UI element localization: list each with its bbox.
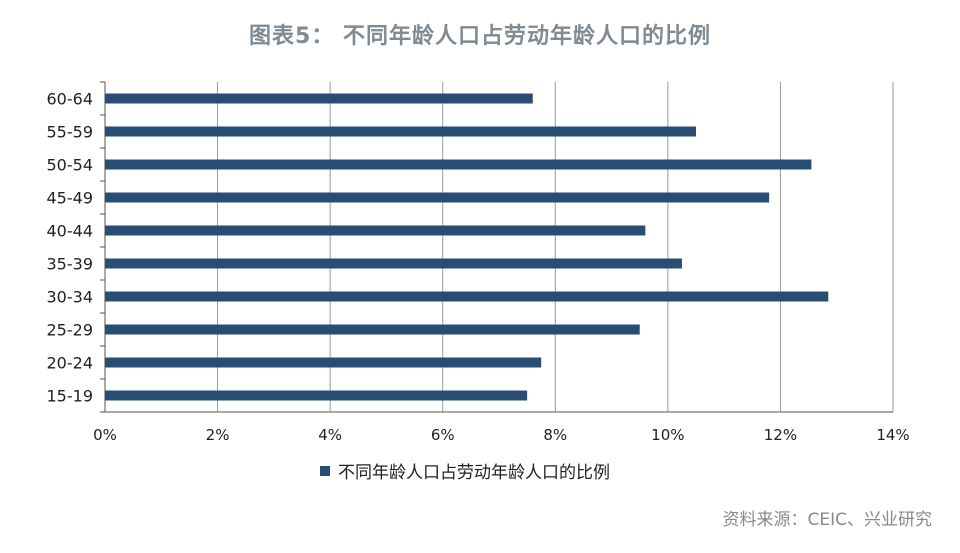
- bar: [105, 390, 528, 401]
- bar: [105, 159, 812, 170]
- x-tick-label: 10%: [651, 426, 684, 444]
- y-tick-label: 40-44: [47, 222, 94, 241]
- x-tick-label: 0%: [93, 426, 117, 444]
- source-note: 资料来源：CEIC、兴业研究: [722, 510, 933, 530]
- y-tick-label: 30-34: [47, 288, 94, 307]
- bar: [105, 258, 682, 269]
- x-tick-label: 12%: [764, 426, 797, 444]
- x-tick-label: 2%: [206, 426, 230, 444]
- legend-label: 不同年龄人口占劳动年龄人口的比例: [338, 463, 610, 483]
- bar: [105, 225, 646, 236]
- y-tick-label: 15-19: [47, 387, 94, 406]
- y-tick-label: 45-49: [47, 189, 94, 208]
- bar: [105, 324, 640, 335]
- bar: [105, 291, 829, 302]
- bar: [105, 93, 533, 104]
- y-tick-label: 25-29: [47, 321, 94, 340]
- y-tick-label: 55-59: [47, 123, 94, 142]
- x-tick-label: 8%: [543, 426, 567, 444]
- bar: [105, 126, 696, 137]
- legend: 不同年龄人口占劳动年龄人口的比例: [320, 458, 610, 483]
- x-tick-label: 4%: [318, 426, 342, 444]
- x-tick-label: 14%: [876, 426, 909, 444]
- y-tick-label: 60-64: [47, 90, 94, 109]
- chart-title: 图表5： 不同年龄人口占劳动年龄人口的比例: [249, 24, 711, 49]
- bar: [105, 357, 542, 368]
- y-tick-label: 50-54: [47, 156, 94, 175]
- x-tick-label: 6%: [431, 426, 455, 444]
- y-tick-label: 20-24: [47, 354, 94, 373]
- y-tick-label: 35-39: [47, 255, 94, 274]
- bar: [105, 192, 770, 203]
- legend-swatch: [320, 465, 330, 476]
